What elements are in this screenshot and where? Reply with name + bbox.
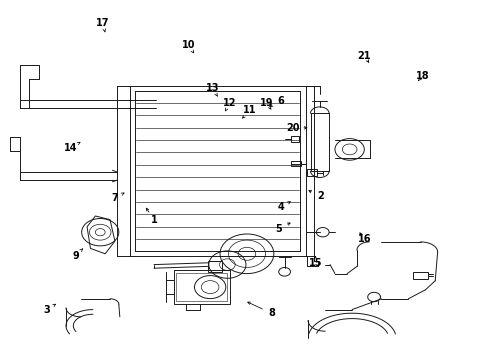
Text: 10: 10: [181, 40, 195, 50]
Text: 3: 3: [43, 305, 50, 315]
Text: 21: 21: [357, 51, 370, 61]
Bar: [310, 113, 328, 171]
Text: 6: 6: [277, 96, 284, 106]
Bar: [290, 161, 300, 166]
Text: 12: 12: [223, 98, 236, 108]
Text: 18: 18: [415, 71, 429, 81]
Text: 20: 20: [286, 123, 300, 133]
Text: 13: 13: [205, 83, 219, 93]
Bar: [306, 169, 316, 176]
Text: 4: 4: [277, 202, 284, 212]
Text: 1: 1: [150, 215, 157, 225]
Bar: [173, 270, 229, 304]
Text: 9: 9: [72, 251, 79, 261]
Text: 2: 2: [316, 191, 323, 201]
Text: 14: 14: [64, 143, 78, 153]
Bar: [176, 273, 227, 301]
Text: 5: 5: [275, 224, 282, 234]
Text: 16: 16: [357, 234, 370, 244]
Text: 8: 8: [267, 308, 274, 318]
Text: 7: 7: [111, 193, 118, 203]
Text: 17: 17: [96, 18, 109, 28]
Bar: [290, 136, 299, 142]
Bar: [207, 261, 222, 272]
Text: 19: 19: [259, 98, 273, 108]
Text: 11: 11: [242, 105, 256, 115]
Bar: [412, 272, 427, 279]
Text: 15: 15: [308, 258, 322, 268]
